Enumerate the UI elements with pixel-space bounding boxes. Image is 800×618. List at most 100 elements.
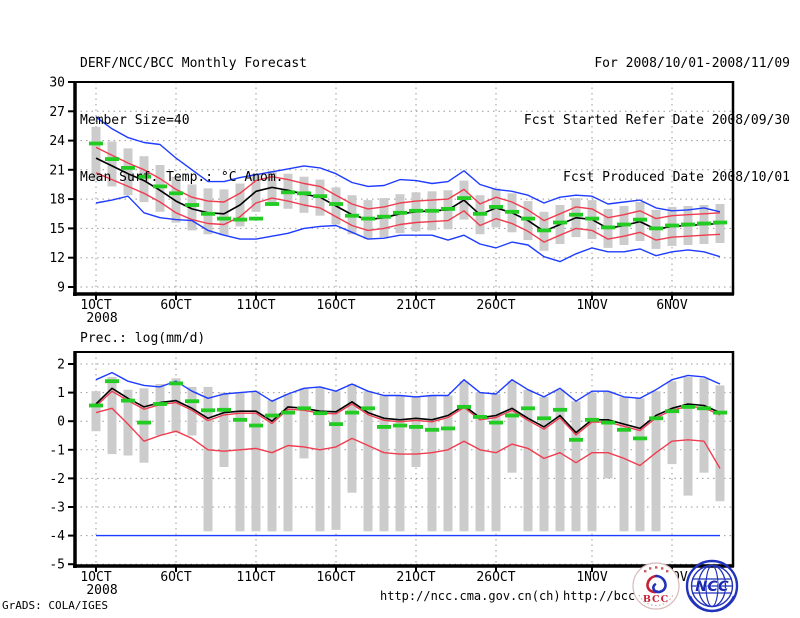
observation-dash	[121, 398, 135, 403]
y-tick-label: 18	[49, 193, 65, 208]
observation-dash	[457, 405, 471, 409]
y-tick-label: 24	[49, 134, 65, 149]
observation-dash	[521, 406, 535, 411]
ensemble-spread-bar	[107, 141, 117, 187]
ensemble-spread-bar	[555, 389, 565, 532]
series-ensemble-max	[95, 371, 721, 402]
observation-dash	[393, 423, 407, 428]
ensemble-spread-bar	[427, 395, 437, 532]
series-lower-quartile	[95, 407, 721, 469]
y-tick-label: 15	[49, 222, 65, 237]
observation-dash	[153, 402, 167, 406]
bcc-logo-ring	[632, 562, 680, 610]
observation-dash	[633, 217, 647, 222]
observation-dash	[473, 211, 487, 216]
observation-dash	[201, 408, 215, 413]
observation-dash	[217, 216, 231, 221]
observation-dash	[169, 191, 183, 196]
ensemble-spread-bar	[123, 148, 133, 196]
observation-dash	[393, 210, 407, 215]
x-tick-label: 1OCT	[80, 298, 111, 313]
observation-dash	[585, 417, 599, 422]
ensemble-spread-bar	[715, 385, 725, 502]
series-ensemble-mean	[95, 157, 721, 233]
observation-dash	[233, 417, 247, 422]
observation-dash	[553, 220, 567, 225]
observation-dash	[105, 157, 119, 161]
ensemble-spread-bar	[539, 396, 549, 532]
observation-dash	[89, 403, 103, 408]
observation-dash	[153, 184, 167, 189]
observation-dash	[201, 211, 215, 216]
x-tick-label: 1NOV	[576, 298, 607, 313]
header-right: For 2008/10/01-2008/11/09 Fcst Started R…	[524, 16, 790, 225]
ensemble-spread-bar	[683, 376, 693, 496]
observation-dash	[409, 425, 423, 429]
ensemble-spread-bar	[203, 188, 213, 235]
observation-dash	[649, 416, 663, 421]
x-tick-label: 6OCT	[160, 570, 191, 585]
observation-dash	[329, 202, 343, 206]
ensemble-spread-bar	[155, 165, 165, 212]
ncc-logo-text: NCC	[695, 579, 729, 595]
y-tick-label: 0	[57, 415, 65, 430]
bcc-logo-bottom-arc	[638, 594, 674, 607]
observation-dash	[473, 415, 487, 419]
observation-dash	[665, 223, 679, 228]
observation-dash	[441, 426, 455, 431]
ensemble-spread-bar	[139, 156, 149, 203]
x-tick-label: 26OCT	[476, 298, 515, 313]
y-tick-label: -2	[49, 472, 65, 487]
observation-dash	[409, 208, 423, 213]
observation-dash	[601, 225, 615, 230]
observation-dash	[217, 407, 231, 412]
x-tick-label: 16OCT	[316, 298, 355, 313]
ensemble-spread-bar	[507, 381, 517, 473]
ensemble-spread-bar	[219, 392, 229, 467]
observation-dash	[281, 410, 295, 415]
observation-dash	[649, 226, 663, 231]
ensemble-spread-bar	[155, 384, 165, 436]
y-tick-label: 2	[57, 358, 65, 373]
ensemble-spread-bar	[315, 386, 325, 532]
ensemble-spread-bar	[379, 395, 389, 532]
ensemble-spread-bar	[363, 391, 373, 532]
ensemble-spread-bar	[587, 392, 597, 532]
ensemble-spread-bar	[171, 176, 181, 223]
chart-title: DERF/NCC/BCC Monthly Forecast	[80, 56, 307, 71]
ensemble-spread-bar	[523, 389, 533, 532]
ensemble-spread-bar	[91, 391, 101, 432]
observation-dash	[681, 222, 695, 227]
x-tick-label: 11OCT	[236, 298, 275, 313]
observation-dash	[313, 411, 327, 416]
ensemble-spread-bar	[603, 391, 613, 479]
ensemble-spread-bar	[267, 170, 277, 206]
series-upper-quartile	[95, 146, 721, 222]
x-tick-label: 1OCT	[80, 570, 111, 585]
x-year-label: 2008	[86, 311, 117, 326]
ensemble-spread-bar	[267, 399, 277, 532]
observation-dash	[233, 217, 247, 222]
observation-dash	[137, 174, 151, 179]
ncc-url-text: http://ncc.cma.gov.cn(ch)	[380, 589, 561, 603]
observation-dash	[489, 420, 503, 425]
observation-dash	[297, 191, 311, 196]
bcc-swirl-icon	[646, 574, 667, 594]
ensemble-spread-bar	[251, 391, 261, 532]
observation-dash	[297, 406, 311, 411]
observation-dash	[713, 220, 727, 225]
observation-dash	[361, 216, 375, 221]
observation-dash	[249, 423, 263, 428]
header-left: DERF/NCC/BCC Monthly Forecast Member Siz…	[80, 16, 307, 225]
y-tick-label: -4	[49, 529, 65, 544]
bcc-url-text: http://bcc.c	[563, 589, 650, 603]
ensemble-spread-bar	[139, 388, 149, 463]
observation-dash	[505, 209, 519, 214]
ensemble-spread-bar	[443, 395, 453, 532]
observation-dash	[633, 436, 647, 441]
y-tick-label: 1	[57, 386, 65, 401]
x-tick-label: 1NOV	[576, 570, 607, 585]
observation-dash	[601, 420, 615, 425]
x-tick-label: 21OCT	[396, 570, 435, 585]
